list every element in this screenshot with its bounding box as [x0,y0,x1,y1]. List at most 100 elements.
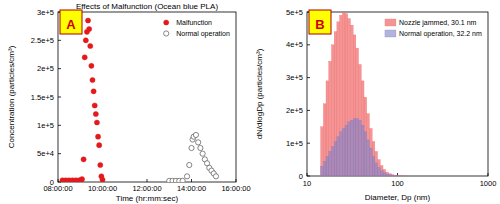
histogram-bar [388,175,391,176]
y-tick [58,125,61,126]
marks [60,18,219,182]
x-axis-label: Diameter, Dp (nm) [365,193,431,202]
x-tick-label: 10 [303,179,311,188]
x-tick-label: 1000 [480,179,497,188]
histogram-bar [386,172,389,176]
histogram-bar [402,175,405,176]
x-tick-label: 10:00:00 [88,184,117,193]
histogram-bar [337,22,340,176]
histogram-bar [383,169,386,176]
scatter-point [180,178,185,182]
x-tick-label: 16:00:00 [221,184,250,193]
scatter-point [81,157,86,162]
legend-label: Normal operation, 32.2 nm [399,30,482,38]
histogram-bar [321,127,324,176]
histogram-bar [329,61,332,176]
histogram-bar [359,64,362,176]
x-axis-label: Time (hr:mm:sec) [116,194,179,203]
x-tick [191,179,192,182]
x-tick [147,179,148,182]
panel-label: B [309,10,331,34]
scatter-point [92,103,97,108]
histogram-bar [323,161,326,176]
scatter-point [98,162,103,167]
y-tick [58,68,61,69]
histogram-bar [361,81,364,176]
figure: 08:00:0010:00:0012:00:0014:00:0016:00:00… [0,0,500,204]
scatter-point [213,174,218,179]
x-tick-label: 100 [391,179,404,188]
histogram-bar [369,128,372,176]
histogram-bar [323,104,326,176]
histogram-bar [326,156,329,176]
histogram-bar [372,142,375,176]
histogram-bar [334,32,337,176]
y-tick-label: 1e+5 [286,139,303,148]
histogram-bar [405,175,408,176]
x-tick [307,173,308,176]
histogram-bar [380,171,383,176]
histogram-bar [364,97,367,176]
histogram-bar [342,12,345,176]
legend-swatch [385,30,396,37]
histogram-bar [342,128,345,176]
histogram-bar [340,132,343,176]
scatter-point [198,145,203,150]
histogram-bar [375,163,378,176]
y-tick [58,40,61,41]
plot-frame [58,12,236,182]
legend-label: Malfunction [176,19,212,26]
histogram-bar [399,175,402,176]
histogram-bar [326,81,329,176]
histogram-bar [399,175,402,176]
legend-label: Nozzle jammed, 30.1 nm [399,19,477,27]
scatter-point [184,174,189,179]
histogram-bar [397,175,400,176]
scatter-point [187,162,192,167]
histogram-bar [369,148,372,176]
panel-label-box [60,10,82,34]
scatter-point [90,77,95,82]
scatter-point [83,38,88,43]
panel-label: A [60,10,82,34]
histogram-bar [348,122,351,176]
y-tick [307,110,310,111]
x-tick [58,179,59,182]
scatter-point [87,26,92,31]
scatter-point [91,89,96,94]
legend-swatch [164,31,169,36]
histogram-bar [340,15,343,176]
histogram-bar [367,140,370,176]
histogram-bar [367,114,370,176]
y-tick [307,176,310,177]
scatter-point [193,132,198,137]
histogram-bar [397,175,400,176]
histogram-bar [402,175,405,176]
scatter-point [94,120,99,125]
histogram-bar [353,35,356,176]
histogram-bar [364,132,367,176]
histogram-bar [405,175,408,176]
y-tick-label: 2e+5 [37,64,54,73]
y-tick-label: 0 [299,172,303,181]
histogram-bar [394,175,397,176]
panel: 10100100001e+52e+53e+54e+55e+5Diameter, … [255,8,496,202]
x-tick [236,179,237,182]
y-tick-label: 5e+5 [286,8,303,17]
chart-title: Effects of Malfunction (Ocean blue PLA) [76,2,218,11]
histogram-bar [334,142,337,176]
histogram-bar [356,48,359,176]
y-tick [307,44,310,45]
y-tick [307,77,310,78]
histogram-bar [380,166,383,176]
legend-swatch [385,19,396,26]
histogram-bar [331,45,334,176]
histogram-bar [378,167,381,176]
y-tick [307,143,310,144]
histogram-bar [359,120,362,176]
y-tick [58,153,61,154]
y-tick-label: 1e+5 [37,121,54,130]
scatter-point [89,63,94,68]
legend-swatch [164,20,169,25]
plot-frame [307,12,488,176]
